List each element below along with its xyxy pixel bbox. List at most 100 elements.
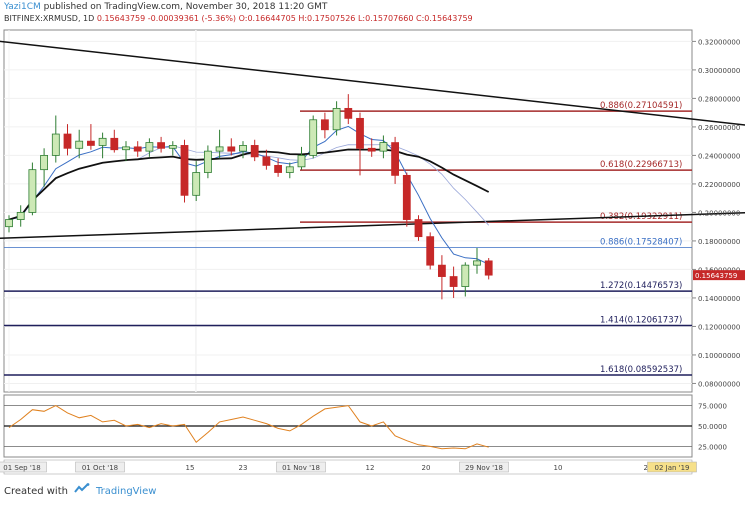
candle-body[interactable] <box>484 260 493 276</box>
candle-body[interactable] <box>63 133 72 149</box>
candle-body[interactable] <box>274 164 283 173</box>
y-tick-label: 0.32000000 <box>698 38 740 46</box>
candle-body[interactable] <box>414 219 423 238</box>
candle-body[interactable] <box>227 146 236 152</box>
y-tick-label: 0.26000000 <box>698 124 740 132</box>
x-tick-box <box>276 461 326 473</box>
tradingview-logo-icon[interactable] <box>74 483 90 501</box>
candle-body[interactable] <box>426 236 435 266</box>
candle-body[interactable] <box>437 264 446 277</box>
fib-level-label: 0.618(0.22966713) <box>600 160 682 170</box>
candle-body[interactable] <box>203 150 212 173</box>
candle-body[interactable] <box>28 169 37 213</box>
candle-body[interactable] <box>239 145 247 152</box>
rsi-line <box>8 405 489 450</box>
x-tick-label: 12 <box>366 464 375 472</box>
rsi-layer <box>4 405 692 450</box>
candle-body[interactable] <box>379 142 388 152</box>
candle-body[interactable] <box>145 142 154 152</box>
x-tick-label: 02 Jan '19 <box>655 464 690 472</box>
candle-body[interactable] <box>180 145 189 196</box>
candle-body[interactable] <box>461 264 470 287</box>
publish-header: Yazi1CM published on TradingView.com, No… <box>4 0 327 14</box>
x-tick-box <box>459 461 509 473</box>
candle-body[interactable] <box>215 146 224 152</box>
fib-level-label: 1.414(0.12061737) <box>600 316 682 326</box>
y-tick-label: 0.28000000 <box>698 95 740 103</box>
candle-body[interactable] <box>344 107 353 119</box>
candle-body[interactable] <box>5 219 13 228</box>
rsi-tick-label: 25.0000 <box>698 443 727 451</box>
x-tick-label: 01 Nov '18 <box>282 464 320 472</box>
candle-body[interactable] <box>320 119 329 131</box>
x-tick-box <box>647 461 697 473</box>
candle-body[interactable] <box>367 147 376 152</box>
candle-body[interactable] <box>122 146 130 151</box>
candle-body[interactable] <box>75 140 84 149</box>
candle-body[interactable] <box>16 212 25 220</box>
candle-body[interactable] <box>133 146 142 152</box>
y-tick-label: 0.18000000 <box>698 238 740 246</box>
fib-level-label: 0.382(0.19322911) <box>600 212 682 222</box>
author-link[interactable]: Yazi1CM <box>4 2 41 12</box>
y-tick-label: 0.14000000 <box>698 295 740 303</box>
tradingview-brand[interactable]: TradingView <box>95 486 157 497</box>
y-tick-label: 0.10000000 <box>698 352 740 360</box>
last-price-tag <box>693 270 745 281</box>
candle-body[interactable] <box>473 260 481 266</box>
y-tick-label: 0.20000000 <box>698 209 740 217</box>
created-with-text: Created with <box>4 486 68 497</box>
candle-body[interactable] <box>285 166 294 173</box>
y-tick-label: 0.12000000 <box>698 323 740 331</box>
candle-body[interactable] <box>297 155 306 168</box>
candle-body[interactable] <box>168 145 177 149</box>
y-tick-label: 0.24000000 <box>698 152 740 160</box>
candle-body[interactable] <box>110 137 119 151</box>
trendline[interactable] <box>0 37 745 154</box>
x-tick-label: 20 <box>422 464 431 472</box>
x-tick-box <box>0 461 47 473</box>
ma-long-line <box>8 148 490 221</box>
candle-body[interactable] <box>192 172 201 196</box>
fib-level-label: 1.618(0.08592537) <box>600 365 682 375</box>
symbol-ohlc-line: BITFINEX:XRMUSD, 1D 0.15643759 -0.000393… <box>4 12 473 26</box>
candle-body[interactable] <box>262 156 271 166</box>
candle-body[interactable] <box>98 137 107 146</box>
time-axis-labels: 01 Sep '18 01 Oct '18 15 23 01 Nov '18 12 20 29… <box>0 461 697 473</box>
trend-layer <box>0 37 745 240</box>
x-tick-label: 10 <box>554 464 563 472</box>
y-tick-label: 0.30000000 <box>698 67 740 75</box>
candle-body[interactable] <box>332 107 341 131</box>
published-text: published on TradingView.com, November 3… <box>43 2 328 12</box>
candle-body[interactable] <box>356 117 364 149</box>
x-tick-label: 23 <box>239 464 248 472</box>
fib-layer: 0.886(0.27104591) 0.618(0.22966713) 0.382(… <box>4 101 692 376</box>
x-tick-label: 15 <box>186 464 195 472</box>
fib-level-label: 0.886(0.27104591) <box>600 101 682 111</box>
rsi-tick-label: 75.0000 <box>698 403 727 411</box>
last-price-label: 0.15643759 <box>695 272 737 280</box>
footer: Created with TradingView <box>4 483 157 501</box>
price-pane[interactable] <box>3 29 693 393</box>
candle-body[interactable] <box>309 119 318 156</box>
candle-body[interactable] <box>250 145 259 158</box>
fib-level-label: 0.886(0.17528407) <box>600 238 682 248</box>
y-tick-label: 0.22000000 <box>698 181 740 189</box>
x-tick-label: 29 Nov '18 <box>465 464 503 472</box>
symbol-info[interactable]: BITFINEX:XRMUSD, 1D <box>4 14 95 23</box>
candle-body[interactable] <box>87 140 95 146</box>
trendline[interactable] <box>0 204 745 240</box>
price-axis[interactable]: 0.32000000 0.30000000 0.28000000 0.26000000… <box>692 38 745 451</box>
candle-body[interactable] <box>157 142 166 149</box>
x-tick-label: 01 Sep '18 <box>3 464 40 472</box>
x-tick-box <box>75 461 125 473</box>
candle-body[interactable] <box>391 142 400 176</box>
candle-body[interactable] <box>40 155 48 171</box>
candle-body[interactable] <box>402 174 411 220</box>
x-tick-label: 01 Oct '18 <box>82 464 118 472</box>
candle-body[interactable] <box>449 276 458 287</box>
rsi-tick-label: 50.0000 <box>698 423 727 431</box>
candle-layer <box>5 94 493 300</box>
candle-body[interactable] <box>51 133 60 156</box>
